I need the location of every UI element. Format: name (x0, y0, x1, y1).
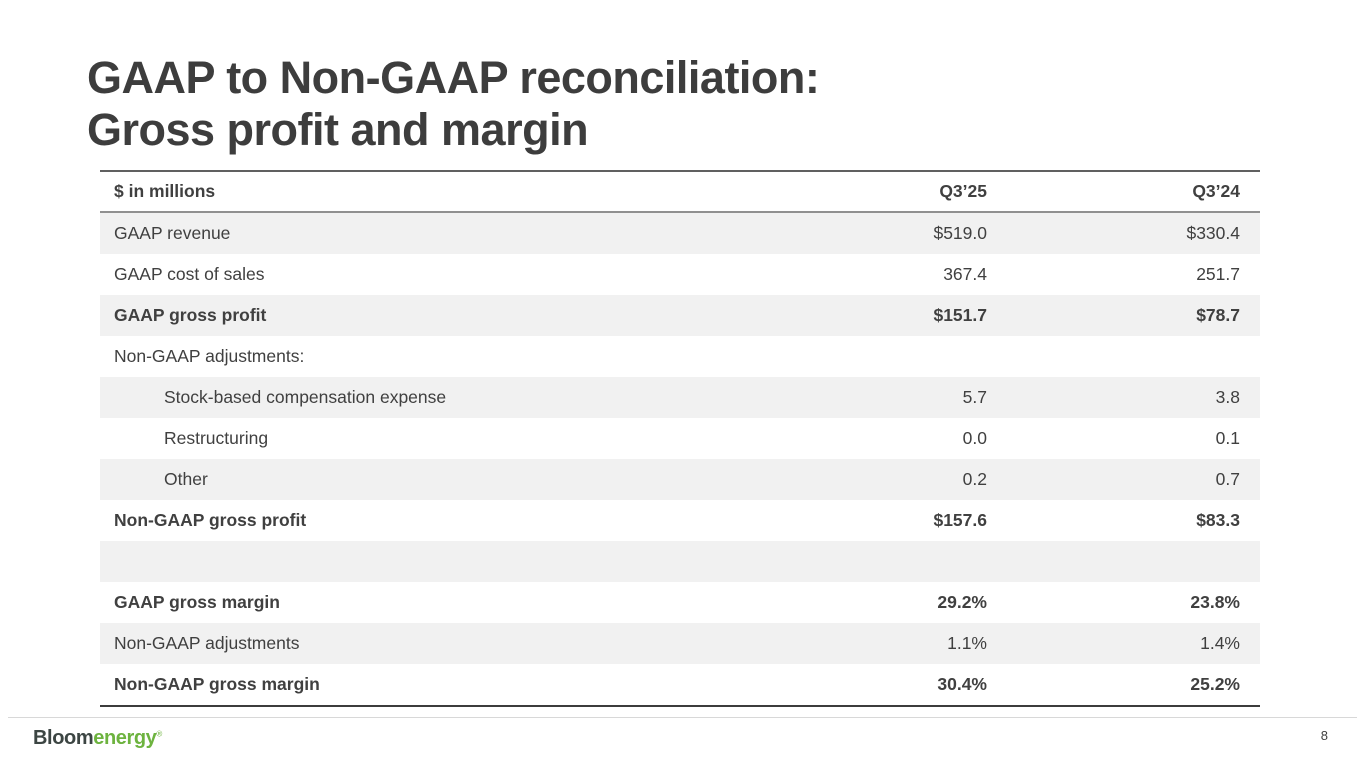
bloom-energy-logo: Bloomenergy® (33, 727, 162, 750)
table-row (100, 541, 1260, 582)
row-label: Non-GAAP gross profit (114, 510, 307, 530)
table-row: GAAP gross profit $151.7 $78.7 (100, 295, 1260, 336)
table-row: Non-GAAP adjustments 1.1% 1.4% (100, 623, 1260, 664)
footer-divider (8, 717, 1357, 718)
row-label: GAAP revenue (114, 223, 231, 243)
row-value-q3-24: 251.7 (1196, 264, 1240, 284)
row-value-q3-24: $78.7 (1196, 305, 1240, 325)
row-label: GAAP gross margin (114, 592, 280, 612)
table-header-row: $ in millions Q3’25 Q3’24 (100, 172, 1260, 213)
page-title-line-1: GAAP to Non-GAAP reconciliation: (87, 52, 820, 103)
row-value-q3-25: 1.1% (947, 633, 987, 653)
row-label: Non-GAAP gross margin (114, 674, 320, 694)
gaap-reconciliation-table: $ in millions Q3’25 Q3’24 GAAP revenue $… (100, 170, 1260, 707)
logo-energy-text: energy (93, 727, 157, 749)
row-label: Restructuring (164, 428, 269, 448)
table-row: Non-GAAP adjustments: (100, 336, 1260, 377)
column-header-q3-24: Q3’24 (1192, 181, 1240, 201)
logo-bloom-text: Bloom (33, 727, 94, 749)
table-row: Other 0.2 0.7 (100, 459, 1260, 500)
table-row: GAAP revenue $519.0 $330.4 (100, 213, 1260, 254)
row-value-q3-24: 23.8% (1190, 592, 1240, 612)
column-header-units: $ in millions (114, 181, 216, 201)
row-label: Non-GAAP adjustments: (114, 346, 305, 366)
row-value-q3-25: 29.2% (937, 592, 987, 612)
row-value-q3-25: 5.7 (962, 387, 987, 407)
row-value-q3-25: $519.0 (933, 223, 987, 243)
page-title: GAAP to Non-GAAP reconciliation: Gross p… (87, 52, 820, 156)
row-value-q3-25: 367.4 (943, 264, 987, 284)
row-value-q3-24: $83.3 (1196, 510, 1240, 530)
row-label: Stock-based compensation expense (164, 387, 447, 407)
row-value-q3-24: 1.4% (1200, 633, 1240, 653)
row-value-q3-24: 25.2% (1190, 674, 1240, 694)
page-title-line-2: Gross profit and margin (87, 104, 589, 155)
row-value-q3-25: $151.7 (933, 305, 987, 325)
row-label: Non-GAAP adjustments (114, 633, 300, 653)
row-value-q3-25: 0.0 (962, 428, 987, 448)
table-row: Non-GAAP gross margin 30.4% 25.2% (100, 664, 1260, 705)
row-value-q3-25: $157.6 (933, 510, 987, 530)
table-row: GAAP gross margin 29.2% 23.8% (100, 582, 1260, 623)
row-value-q3-25: 0.2 (962, 469, 987, 489)
page-number: 8 (1320, 728, 1328, 743)
column-header-q3-25: Q3’25 (939, 181, 987, 201)
row-value-q3-24: 3.8 (1215, 387, 1240, 407)
logo-trademark-icon: ® (156, 729, 162, 739)
table-row: GAAP cost of sales 367.4 251.7 (100, 254, 1260, 295)
table-row: Non-GAAP gross profit $157.6 $83.3 (100, 500, 1260, 541)
row-value-q3-25: 30.4% (937, 674, 987, 694)
table-row: Restructuring 0.0 0.1 (100, 418, 1260, 459)
row-value-q3-24: $330.4 (1186, 223, 1240, 243)
table-row: Stock-based compensation expense 5.7 3.8 (100, 377, 1260, 418)
table-body: GAAP revenue $519.0 $330.4 GAAP cost of … (100, 213, 1260, 707)
row-label: GAAP cost of sales (114, 264, 265, 284)
row-value-q3-24: 0.1 (1215, 428, 1240, 448)
row-value-q3-24: 0.7 (1215, 469, 1240, 489)
row-label: GAAP gross profit (114, 305, 267, 325)
row-label: Other (164, 469, 208, 489)
